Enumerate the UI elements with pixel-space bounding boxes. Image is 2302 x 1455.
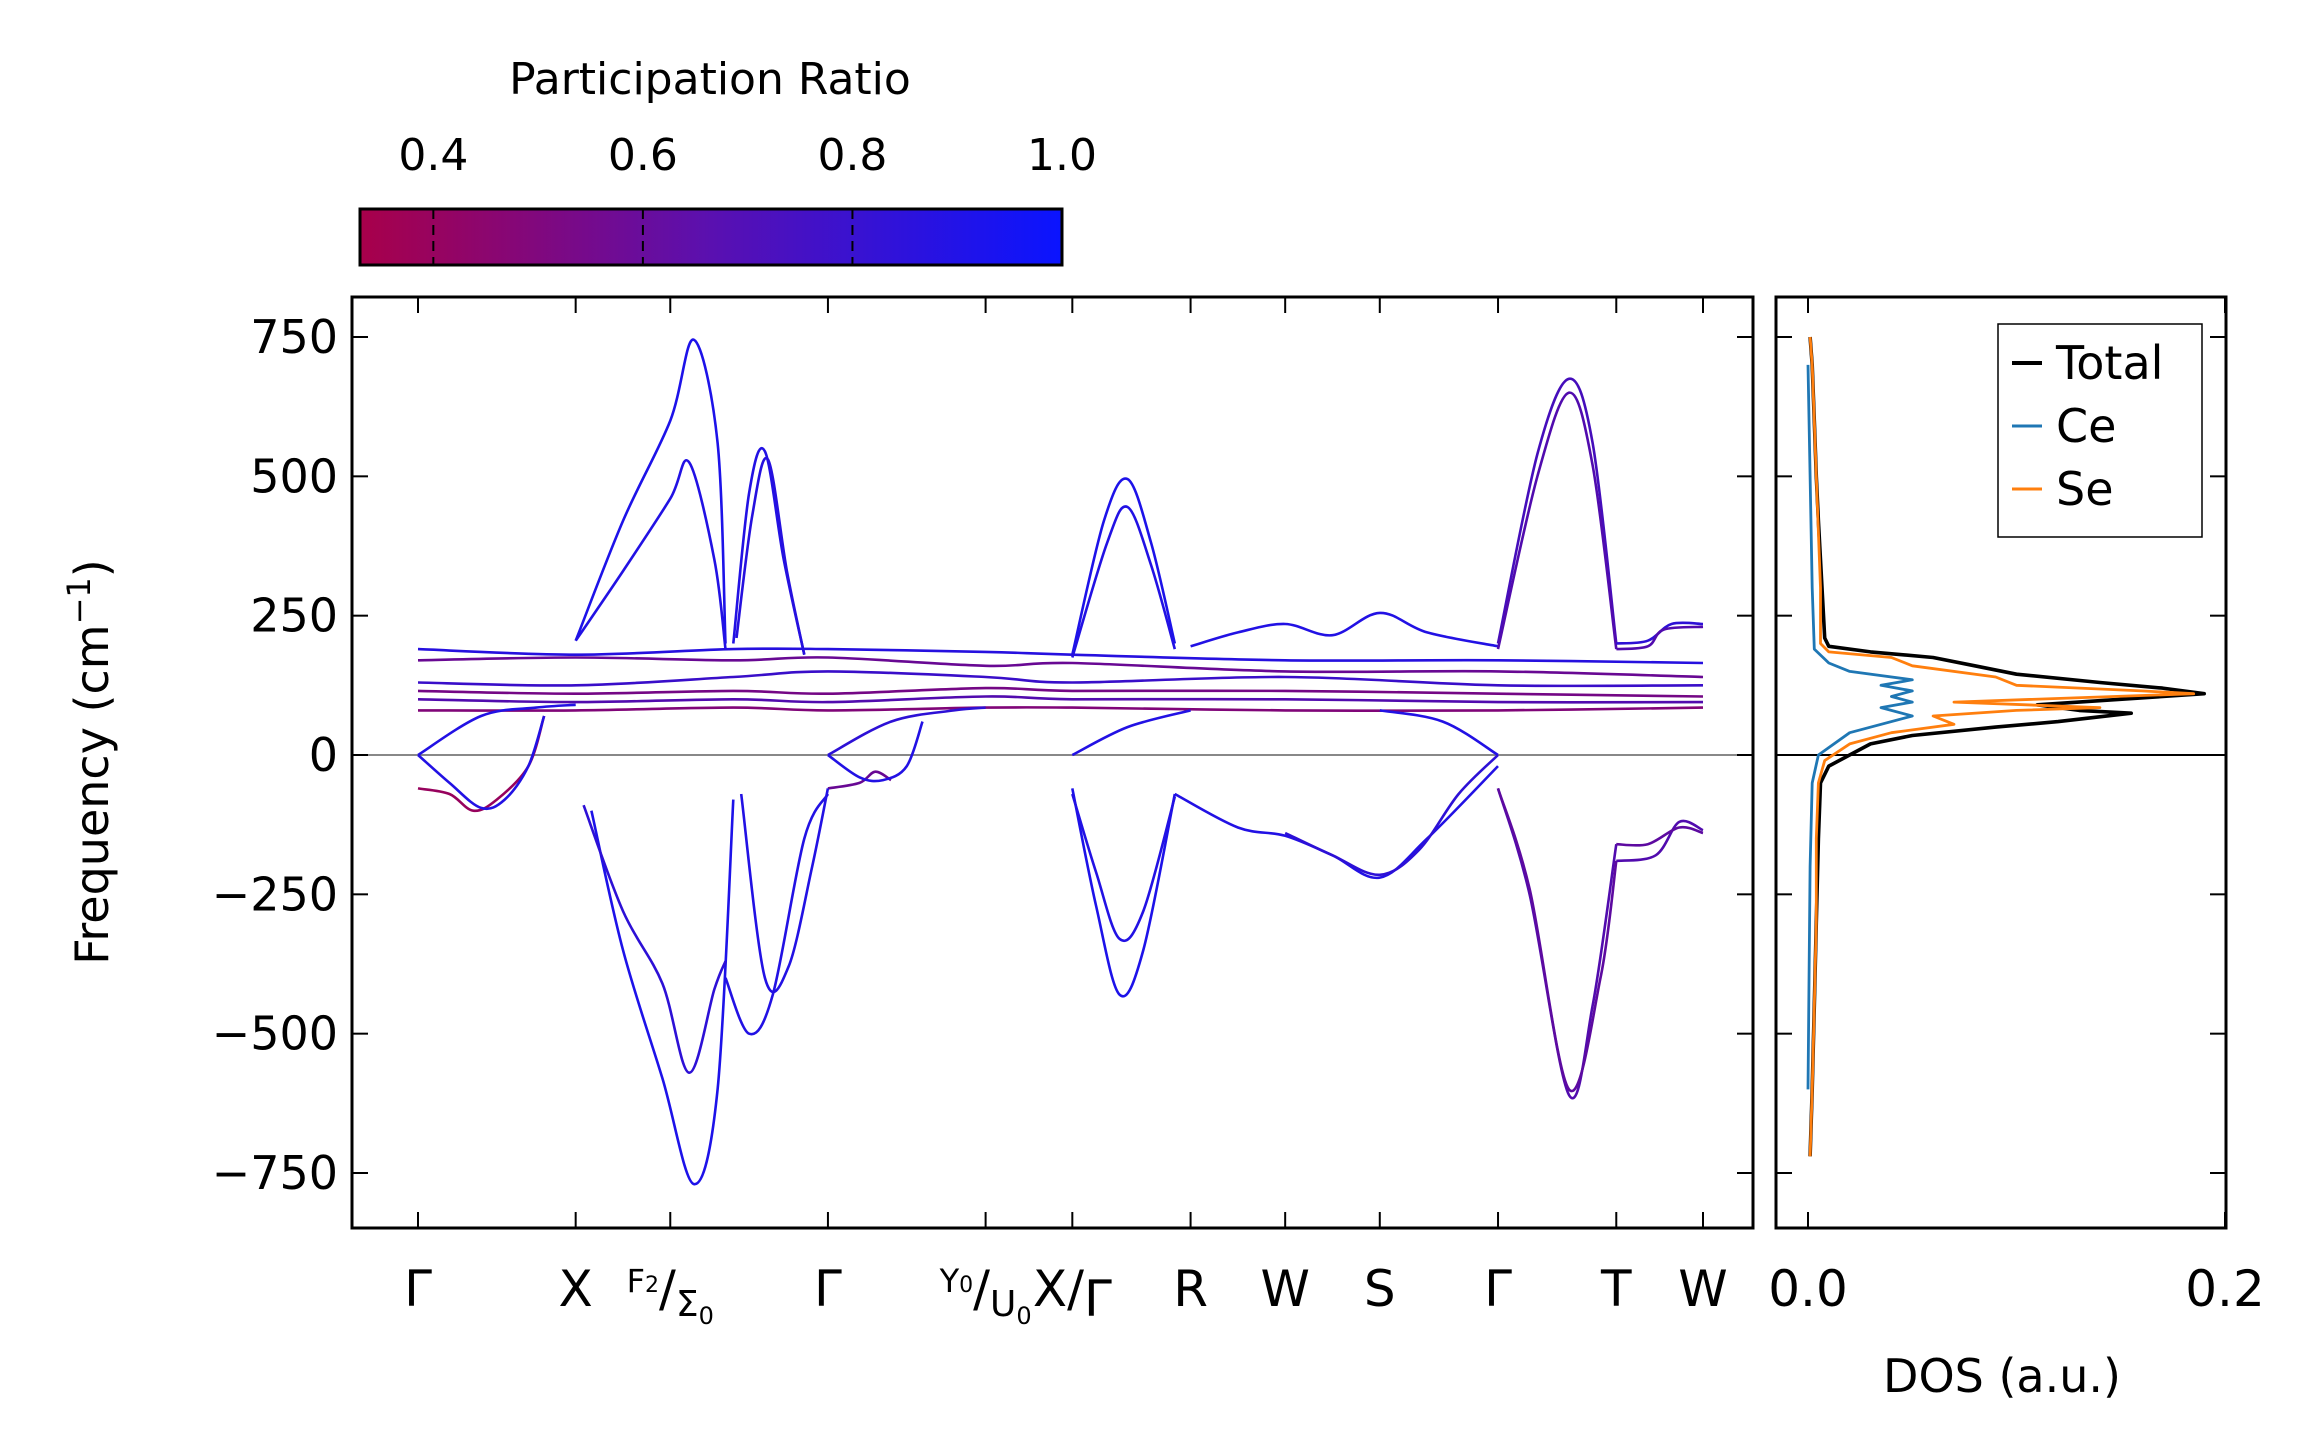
band-line — [827, 721, 924, 783]
dos-x-axis-label: DOS (a.u.) — [1883, 1349, 2121, 1403]
band-line — [574, 338, 727, 644]
band-line — [1496, 391, 1618, 650]
dos-x-tick-label: 0.2 — [2185, 1260, 2265, 1318]
dos-panel: 0.0 0.2 DOS (a.u.) Total Ce Se — [1768, 295, 2265, 1403]
k-point-label: T — [1600, 1260, 1632, 1318]
dos-legend: Total Ce Se — [1997, 323, 2203, 538]
y-tick-label: 0 — [309, 728, 338, 782]
band-line — [1071, 793, 1177, 942]
k-point-label: R — [1173, 1260, 1208, 1318]
band-line — [1616, 825, 1704, 847]
colorbar-tick-label: 0.6 — [608, 130, 678, 181]
band-line — [735, 456, 806, 655]
k-point-label: Γ — [1484, 1260, 1512, 1318]
y-tick-label: −750 — [212, 1146, 338, 1200]
colorbar-ticks: 0.4 0.6 0.8 1.0 — [398, 130, 1097, 265]
colorbar: Participation Ratio 0.4 0.6 0.8 1.0 — [358, 54, 1097, 267]
legend-label: Se — [2056, 462, 2114, 516]
dos-curves — [1806, 336, 2206, 1157]
colorbar-title: Participation Ratio — [509, 54, 911, 105]
band-line — [1379, 709, 1499, 757]
band-axes-frame — [350, 295, 1755, 1230]
legend-label: Ce — [2056, 399, 2116, 453]
band-y-ticks: −750 −500 −250 0 250 500 750 — [212, 310, 1753, 1200]
colorbar-tick-label: 1.0 — [1027, 130, 1097, 181]
phonon-bands — [417, 338, 1704, 1186]
dos-line-ce — [1806, 364, 1914, 1090]
k-point-label: S — [1364, 1260, 1396, 1318]
y-tick-label: 500 — [250, 449, 338, 503]
band-line — [582, 804, 727, 1075]
k-point-label: W — [1678, 1260, 1727, 1318]
band-line — [1616, 819, 1704, 863]
band-line — [1616, 625, 1704, 651]
colorbar-tick-label: 0.4 — [398, 130, 468, 181]
band-y-axis-label: Frequency (cm−1) — [60, 559, 119, 964]
band-line — [417, 670, 1704, 688]
legend-box — [1997, 323, 2203, 538]
band-line — [417, 647, 1704, 665]
band-line — [827, 770, 892, 790]
band-line — [732, 447, 806, 655]
colorbar-gradient — [358, 207, 1064, 267]
band-line — [1071, 505, 1177, 658]
band-line — [417, 656, 1704, 679]
k-point-label: X — [559, 1260, 593, 1318]
band-line — [724, 793, 830, 1036]
band-line — [417, 686, 1704, 698]
band-line — [417, 695, 1704, 704]
dos-x-tick-label: 0.0 — [1768, 1260, 1848, 1318]
k-point-label: Γ — [814, 1260, 842, 1318]
band-line — [1071, 788, 1177, 998]
band-line — [1284, 754, 1499, 877]
y-tick-label: 750 — [250, 310, 338, 364]
band-line — [1496, 377, 1618, 644]
k-point-label: X/Γ — [1033, 1260, 1112, 1328]
dos-x-ticks: 0.0 0.2 — [1768, 297, 2265, 1318]
band-line — [590, 799, 735, 1186]
band-x-ticks: Γ X F2/Σ0 Γ Y0/U0 X/Γ R W S Γ T W — [404, 297, 1728, 1330]
k-point-label: W — [1260, 1260, 1309, 1318]
colorbar-tick-label: 0.8 — [817, 130, 887, 181]
band-line — [1190, 611, 1499, 648]
band-line — [574, 458, 727, 650]
k-point-label: Y0/U0 — [939, 1260, 1032, 1330]
band-line — [417, 703, 576, 757]
y-tick-label: −250 — [212, 867, 338, 921]
dos-axes-frame — [1774, 295, 2228, 1230]
y-tick-label: −500 — [212, 1007, 338, 1061]
k-point-label: F2/Σ0 — [627, 1260, 714, 1330]
band-line — [1496, 788, 1618, 1093]
band-line — [1071, 709, 1191, 757]
band-structure-panel: −750 −500 −250 0 250 500 750 Γ X F2/Σ0 Γ Y0/U0 X/Γ R… — [60, 295, 1755, 1330]
band-line — [417, 715, 546, 813]
band-line — [417, 706, 1704, 713]
y-tick-label: 250 — [250, 589, 338, 643]
band-line — [1174, 765, 1499, 880]
band-line — [1071, 477, 1177, 656]
dos-y-ticks — [1776, 336, 2226, 1174]
band-line — [739, 788, 830, 994]
legend-label: Total — [2055, 336, 2163, 390]
band-line — [827, 706, 986, 757]
k-point-label: Γ — [404, 1260, 432, 1318]
band-line — [417, 715, 546, 811]
dos-line-se — [1808, 336, 2196, 1157]
